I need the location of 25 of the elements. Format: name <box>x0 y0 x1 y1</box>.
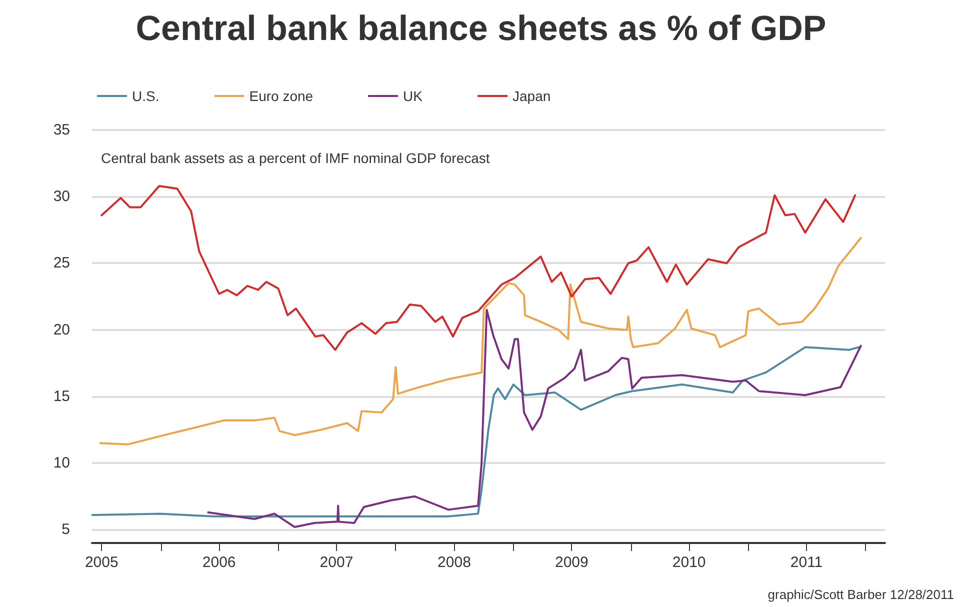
line-series <box>99 236 862 446</box>
line-series <box>100 184 856 351</box>
chart-title: Central bank balance sheets as % of GDP <box>136 9 826 48</box>
x-tick-label: 2005 <box>84 554 118 571</box>
legend-label: UK <box>403 88 424 104</box>
y-tick-label: 35 <box>53 122 70 138</box>
y-tick-label: 20 <box>53 321 70 338</box>
legend-label: U.S. <box>132 88 160 104</box>
x-tick-label: 2007 <box>320 554 354 571</box>
legend-label: Japan <box>512 88 551 104</box>
y-tick-label: 5 <box>62 521 70 538</box>
y-tick-label: 10 <box>53 454 70 472</box>
y-tick-label: 30 <box>53 188 70 206</box>
x-tick-label: 2010 <box>672 554 706 571</box>
x-tick-label: 2011 <box>790 554 823 571</box>
y-tick-label: 15 <box>53 388 70 405</box>
text: Central bank assets as a percent of IMF nominal GDP forecast <box>101 150 490 166</box>
x-tick-label: 2006 <box>202 554 236 571</box>
x-tick-label: 2009 <box>554 554 588 571</box>
text: graphic/Scott Barber 12/28/2011 <box>768 587 954 602</box>
line-series <box>91 346 860 518</box>
y-tick-label: 25 <box>53 254 70 272</box>
x-tick-label: 2008 <box>438 554 471 571</box>
legend-label: Euro zone <box>249 88 314 104</box>
line-series <box>207 308 862 528</box>
